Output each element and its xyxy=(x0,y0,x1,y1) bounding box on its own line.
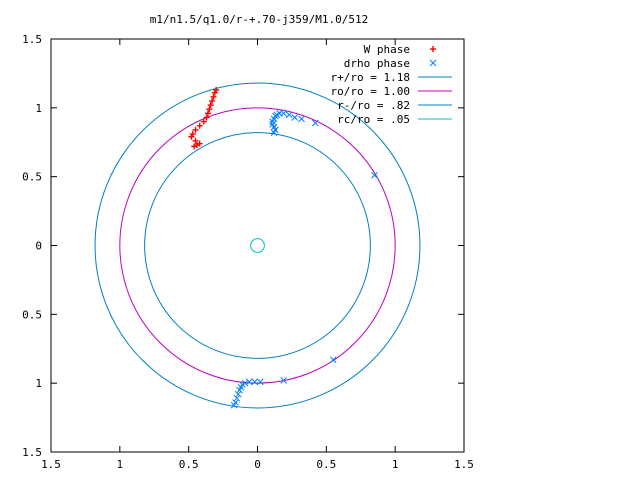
circle-r-radius xyxy=(144,132,371,359)
y-tick-label: 1.5 xyxy=(22,446,42,459)
x-tick-label: 0.5 xyxy=(316,458,336,471)
drho-phase-point xyxy=(285,111,293,119)
drho-phase-point xyxy=(291,114,299,121)
circle-rc-radius xyxy=(250,238,265,253)
x-tick-label: 1 xyxy=(117,458,124,471)
legend-label: r+/ro = 1.18 xyxy=(331,71,410,84)
y-tick-label: 0 xyxy=(35,240,42,253)
drho-phase-point xyxy=(233,394,241,402)
w-phase-point xyxy=(204,110,211,117)
drho-phase-point xyxy=(245,378,253,386)
drho-phase-point xyxy=(280,109,288,117)
w-phase-point xyxy=(206,106,213,113)
x-tick-label: 0.5 xyxy=(179,458,199,471)
drho-phase-point xyxy=(371,171,378,179)
drho-phase-point xyxy=(234,390,242,398)
x-tick-label: 1 xyxy=(392,458,399,471)
legend-label: rc/ro = .05 xyxy=(337,113,410,126)
drho-phase-point xyxy=(311,119,319,127)
drho-phase-point xyxy=(298,115,305,123)
w-phase-point xyxy=(192,137,199,144)
x-tick-label: 0 xyxy=(254,458,261,471)
circle-r-radius xyxy=(94,82,421,409)
drho-phase-point xyxy=(230,401,238,409)
w-phase-point xyxy=(203,114,210,121)
legend-label: r-/ro = .82 xyxy=(337,99,410,112)
w-phase-point xyxy=(210,93,217,100)
legend-marker xyxy=(430,46,436,52)
w-phase-point xyxy=(192,126,199,133)
circle-ro-radius xyxy=(119,107,396,384)
w-phase-point xyxy=(213,86,220,93)
w-phase-point xyxy=(209,97,216,104)
data-points xyxy=(188,86,378,409)
x-tick-label: 1.5 xyxy=(454,458,474,471)
x-tick-label: 1.5 xyxy=(41,458,61,471)
w-phase-point xyxy=(196,122,203,129)
y-tick-label: 1.5 xyxy=(22,33,42,46)
legend-marker xyxy=(429,59,437,67)
y-tick-label: 1 xyxy=(35,377,42,390)
drho-phase-point xyxy=(329,356,337,364)
drho-phase-point xyxy=(251,378,259,386)
drho-phase-point xyxy=(280,377,288,384)
drho-phase-point xyxy=(256,378,264,386)
w-phase-point xyxy=(207,102,214,109)
drho-phase-point xyxy=(269,120,276,128)
w-phase-point xyxy=(200,118,207,125)
w-phase-point xyxy=(196,140,203,147)
legend-label: drho phase xyxy=(344,57,410,70)
reference-circles xyxy=(94,82,421,409)
y-tick-label: 0.5 xyxy=(22,171,42,184)
w-phase-point xyxy=(189,130,196,137)
axis-ticks: 1.5 1 0.5 0 0.5 1 1.51.510.500.511.5 xyxy=(22,33,474,471)
legend-label: W phase xyxy=(364,43,410,56)
chart-title: m1/n1.5/q1.0/r-+.70-j359/M1.0/512 xyxy=(150,13,369,26)
legend-label: ro/ro = 1.00 xyxy=(331,85,410,98)
y-tick-label: 1 xyxy=(35,102,42,115)
y-tick-label: 0.5 xyxy=(22,308,42,321)
drho-phase-point xyxy=(236,386,243,394)
